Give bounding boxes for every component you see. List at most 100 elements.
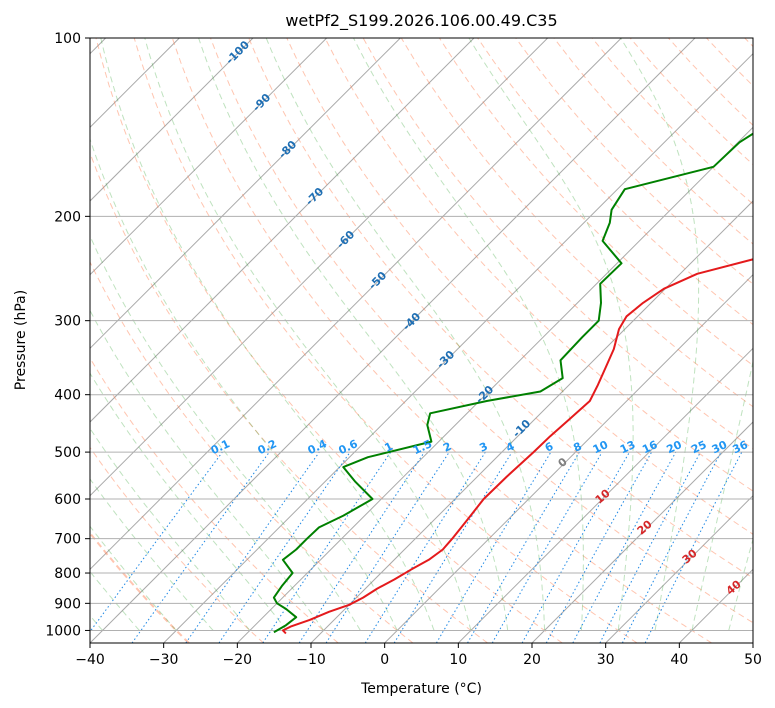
isotherm-line (457, 347, 753, 643)
isotherm-label: -30 (434, 348, 457, 371)
isotherm-line (310, 200, 753, 643)
moist-adiabat (90, 372, 288, 631)
mixing-ratio-line (364, 451, 486, 643)
moist-adiabat (100, 38, 435, 631)
y-tick-label: 500 (54, 445, 81, 461)
isotherm-line (236, 126, 753, 643)
x-tick-label: 30 (597, 652, 615, 668)
special-line-label: 0 (556, 455, 570, 470)
isotherm-line (531, 421, 753, 643)
mixing-ratio-label: 0.2 (256, 437, 279, 457)
dry-adiabat (324, 38, 753, 492)
moist-adiabat (90, 309, 324, 631)
y-axis-label: Pressure (hPa) (13, 290, 29, 390)
isotherm-line (90, 38, 549, 497)
moist-adiabat (620, 38, 700, 631)
isotherm-line (90, 38, 696, 643)
mixing-ratio-label: 10 (591, 438, 611, 456)
mixing-ratio-line (435, 451, 552, 643)
isotherm-line (384, 273, 753, 643)
dry-adiabat (286, 38, 753, 535)
dry-adiabat (90, 357, 339, 643)
mixing-ratio-line (644, 451, 743, 643)
mixing-ratio-label: 0.1 (209, 437, 232, 457)
x-axis-ticks: −40 −30 −20 −10 0 10 20 30 40 50 (75, 643, 762, 668)
mixing-ratio-line (393, 451, 513, 643)
mixing-ratio-line (599, 451, 701, 643)
moist-adiabat (90, 137, 398, 631)
x-tick-label: −40 (75, 652, 105, 668)
x-tick-label: 10 (449, 652, 467, 668)
isotherm-line (90, 38, 475, 423)
special-line-label: 10 (593, 486, 613, 506)
x-tick-label: 0 (380, 652, 389, 668)
mixing-ratio-line (325, 451, 450, 643)
dry-adiabat (133, 38, 638, 643)
mixing-ratio-line (218, 451, 351, 643)
moist-adiabat (691, 359, 753, 631)
temperature-trace (282, 258, 753, 635)
y-tick-label: 200 (54, 209, 81, 225)
mixing-ratio-label: 30 (710, 438, 730, 456)
isotherm-label: -10 (510, 417, 533, 440)
isotherm-label: -50 (366, 269, 389, 292)
moist-adiabat (353, 38, 584, 631)
dry-adiabat (90, 446, 264, 643)
x-axis-label: Temperature (°C) (360, 681, 482, 697)
mixing-ratio-label: 20 (665, 438, 685, 456)
mixing-ratio-line (521, 451, 630, 643)
special-line-label: 40 (724, 577, 744, 597)
isotherm-line (90, 38, 401, 350)
mixing-ratio-line (545, 451, 653, 643)
y-tick-label: 1000 (45, 623, 81, 639)
line-labels: -100-90-80-70-60-50-40-30-20-100.1 0.2 0.4… (209, 38, 751, 597)
y-tick-label: 700 (54, 532, 81, 548)
chart-title: wetPf2_S199.2026.106.00.49.C35 (285, 11, 557, 31)
dry-adiabat (553, 38, 753, 245)
mixing-ratio-line (298, 451, 425, 643)
dry-adiabat (515, 38, 753, 285)
dry-adiabat (210, 38, 753, 624)
isotherm-line (752, 642, 753, 643)
dry-adiabat (706, 38, 753, 87)
x-tick-label: 50 (744, 652, 762, 668)
moist-adiabat (198, 38, 509, 631)
dry-adiabat (171, 38, 712, 643)
mixing-ratio-label: 0.4 (306, 437, 329, 457)
plot-frame (89, 37, 754, 644)
x-tick-label: 40 (670, 652, 688, 668)
background-lines (90, 38, 753, 643)
dry-adiabat (90, 260, 414, 643)
y-axis-ticks: 1000 900 800 700 600 500 400 300 200 100 (45, 31, 90, 639)
mixing-ratio-line (185, 451, 320, 643)
moist-adiabat (144, 38, 472, 631)
isotherm-label: -80 (276, 138, 299, 161)
mixing-ratio-label: 36 (731, 438, 751, 456)
isotherm-line (90, 38, 254, 202)
mixing-ratio-label: 16 (640, 438, 660, 456)
y-tick-label: 600 (54, 492, 81, 508)
mixing-ratio-line (131, 451, 270, 643)
special-line-label: 30 (680, 546, 700, 566)
moist-adiabat (90, 427, 251, 631)
x-tick-label: −30 (149, 652, 179, 668)
y-tick-label: 100 (54, 31, 81, 47)
mixing-ratio-line (90, 451, 223, 633)
moist-adiabat (90, 570, 140, 631)
y-tick-label: 400 (54, 388, 81, 404)
pressure-gridlines (90, 38, 753, 631)
dry-adiabat (95, 38, 563, 643)
mixing-ratio-label: 25 (689, 438, 708, 456)
mixing-ratio-line (572, 451, 677, 643)
special-line-label: 20 (635, 517, 655, 537)
moist-adiabat (265, 38, 546, 631)
isotherm-line (90, 38, 328, 276)
y-tick-label: 300 (54, 314, 81, 330)
x-tick-label: 20 (523, 652, 541, 668)
dry-adiabat (90, 151, 488, 643)
mixing-ratio-label: 13 (618, 438, 637, 456)
moist-adiabat (90, 234, 361, 631)
moist-adiabat (90, 478, 214, 631)
isotherm-line (90, 38, 622, 571)
